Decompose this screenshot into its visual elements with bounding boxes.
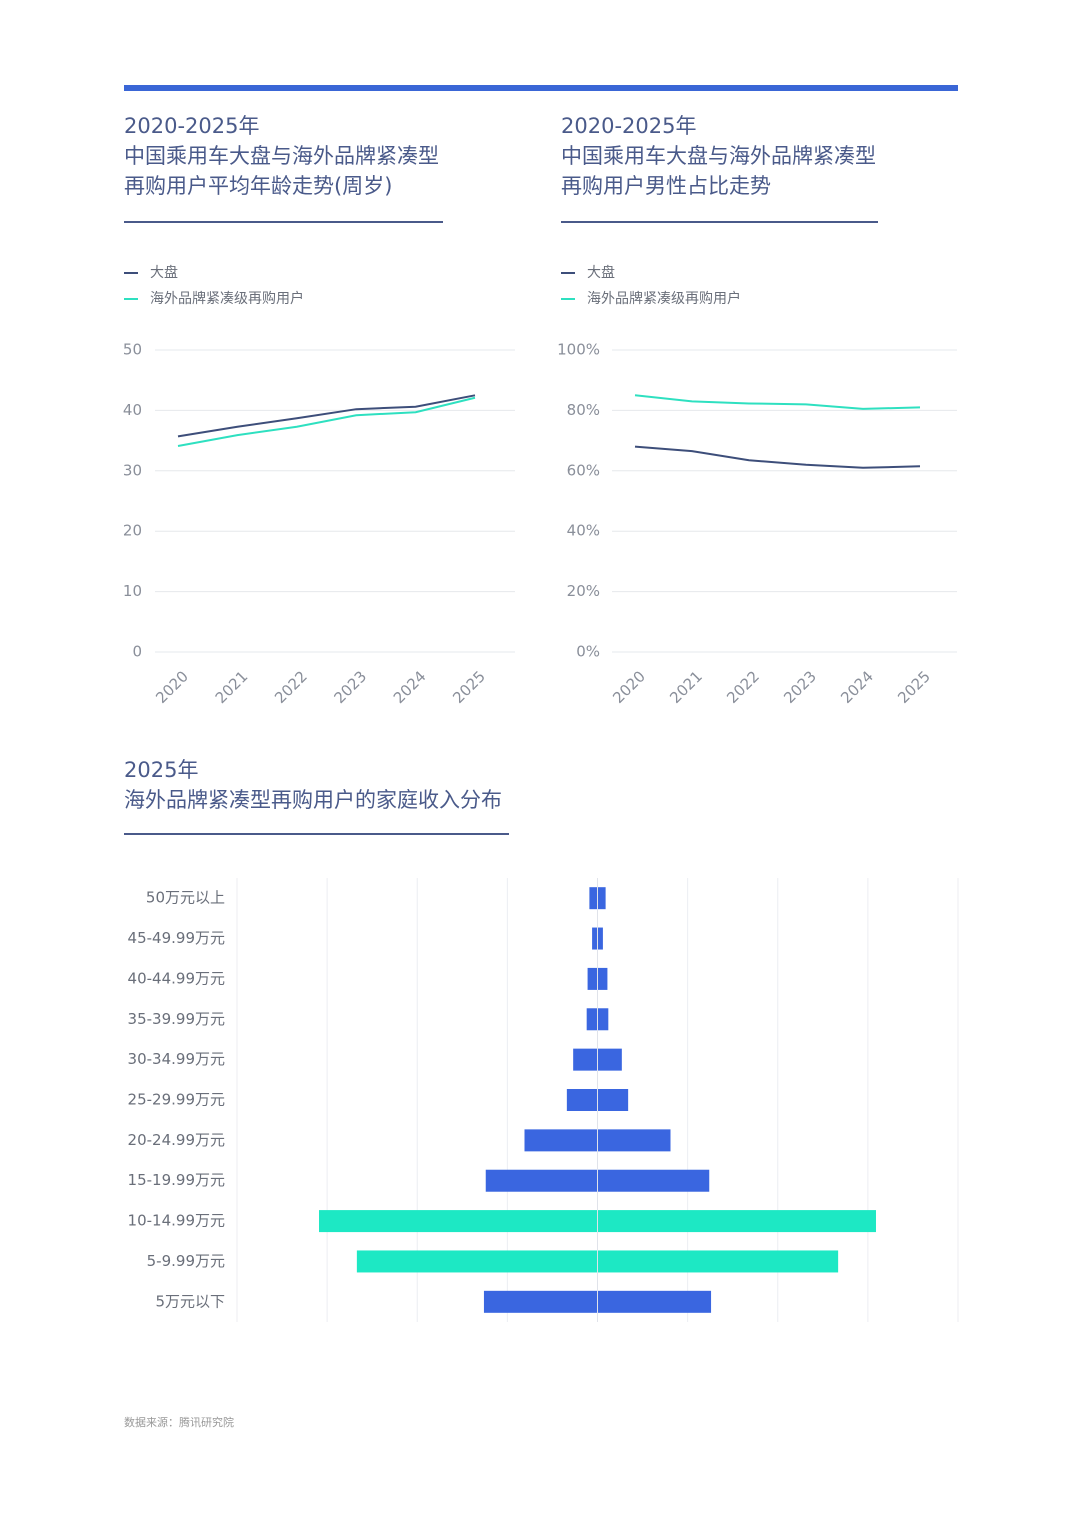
series-line xyxy=(177,394,476,438)
x-tick-label: 2022 xyxy=(271,667,311,707)
y-tick-label: 50 xyxy=(123,341,142,359)
series-line xyxy=(177,396,476,448)
category-label: 50万元以上 xyxy=(146,889,225,907)
category-label: 30-34.99万元 xyxy=(128,1050,225,1068)
y-tick-label: 20% xyxy=(567,582,600,600)
y-tick-label: 60% xyxy=(567,461,600,479)
y-tick-label: 40% xyxy=(567,522,600,540)
chart-title: 再购用户男性占比走势 xyxy=(561,174,771,198)
category-label: 20-24.99万元 xyxy=(128,1131,225,1149)
y-tick-label: 80% xyxy=(567,401,600,419)
x-tick-label: 2020 xyxy=(152,667,192,707)
legend-label: 海外品牌紧凑级再购用户 xyxy=(150,290,304,307)
chart-title: 海外品牌紧凑型再购用户的家庭收入分布 xyxy=(124,788,502,812)
legend-label: 海外品牌紧凑级再购用户 xyxy=(587,290,741,307)
x-tick-label: 2021 xyxy=(212,667,252,707)
y-tick-label: 20 xyxy=(123,522,142,540)
legend-label: 大盘 xyxy=(150,264,178,281)
category-label: 45-49.99万元 xyxy=(128,929,225,947)
top-rule xyxy=(124,85,958,91)
category-label: 5-9.99万元 xyxy=(147,1252,225,1270)
category-label: 25-29.99万元 xyxy=(128,1091,225,1109)
y-tick-label: 0 xyxy=(132,643,142,661)
x-tick-label: 2025 xyxy=(894,667,934,707)
category-label: 5万元以下 xyxy=(155,1292,225,1310)
chart-title: 2020-2025年 xyxy=(124,114,259,138)
y-tick-label: 30 xyxy=(123,461,142,479)
y-tick-label: 0% xyxy=(576,643,600,661)
category-label: 10-14.99万元 xyxy=(128,1212,225,1230)
x-tick-label: 2021 xyxy=(666,667,706,707)
x-tick-label: 2024 xyxy=(390,667,430,707)
chart-title: 2020-2025年 xyxy=(561,114,696,138)
y-tick-label: 10 xyxy=(123,582,142,600)
chart-title: 再购用户平均年龄走势(周岁) xyxy=(124,174,392,198)
y-tick-label: 100% xyxy=(557,341,600,359)
chart-title: 中国乘用车大盘与海外品牌紧凑型 xyxy=(124,144,439,168)
x-tick-label: 2023 xyxy=(780,667,820,707)
series-line xyxy=(634,394,921,410)
category-label: 35-39.99万元 xyxy=(128,1010,225,1028)
series-line xyxy=(634,445,921,469)
x-tick-label: 2022 xyxy=(723,667,763,707)
category-label: 15-19.99万元 xyxy=(128,1171,225,1189)
y-tick-label: 40 xyxy=(123,401,142,419)
x-tick-label: 2025 xyxy=(449,667,489,707)
x-tick-label: 2023 xyxy=(330,667,370,707)
chart-title: 中国乘用车大盘与海外品牌紧凑型 xyxy=(561,144,876,168)
chart-title: 2025年 xyxy=(124,758,198,782)
legend-label: 大盘 xyxy=(587,264,615,281)
footer: 数据来源：腾讯研究院 xyxy=(124,1415,234,1429)
category-label: 40-44.99万元 xyxy=(128,969,225,987)
x-tick-label: 2020 xyxy=(609,667,649,707)
x-tick-label: 2024 xyxy=(837,667,877,707)
